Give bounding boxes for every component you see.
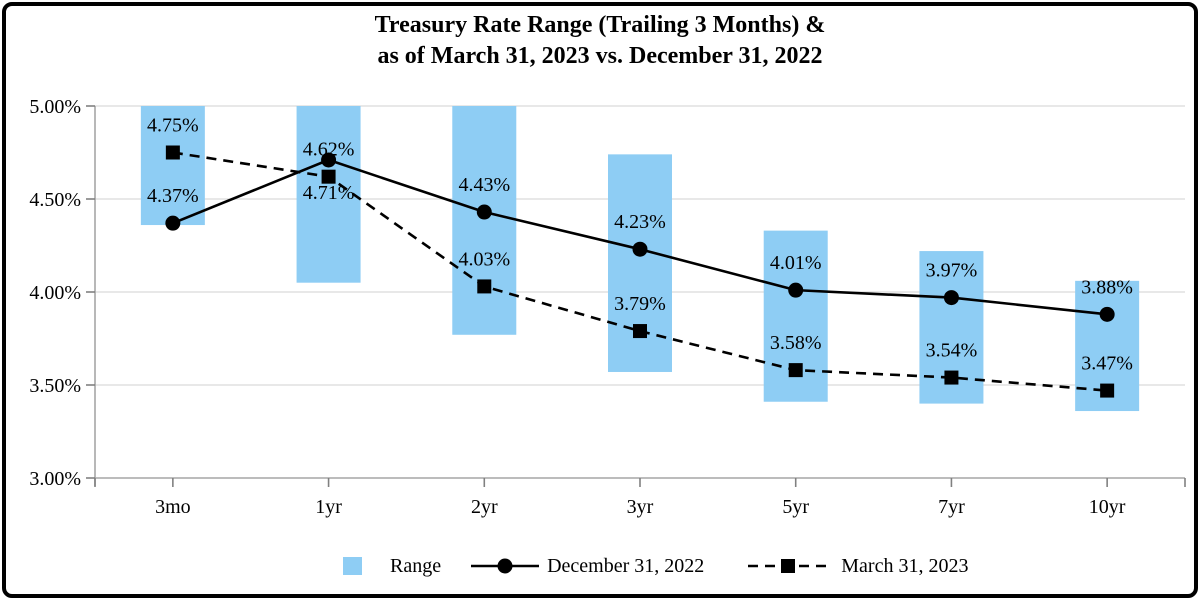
marker-circle-2yr [476, 204, 492, 220]
dashed-line-square-icon [748, 559, 829, 573]
range-bar-3mo [140, 106, 205, 226]
range-bar-3yr [608, 154, 672, 372]
y-tick-label: 3.00% [29, 468, 81, 490]
data-label: 4.01% [770, 252, 822, 274]
marker-circle-7yr [943, 290, 959, 306]
marker-square-3yr [633, 324, 647, 339]
chart-title-line-1: Treasury Rate Range (Trailing 3 Months) … [374, 12, 826, 38]
chart-title: Treasury Rate Range (Trailing 3 Months) … [0, 10, 1200, 72]
marker-square-2yr [477, 279, 492, 294]
x-axis-label-3mo: 3mo [155, 496, 191, 518]
range-swatch-icon [343, 557, 362, 575]
legend-label-december: December 31, 2022 [547, 554, 705, 577]
data-label: 4.71% [303, 182, 355, 204]
legend-item-range: Range [343, 555, 441, 578]
marker-circle-10yr [1099, 306, 1115, 322]
legend-label-march: March 31, 2023 [841, 554, 969, 577]
x-axis-label-3yr: 3yr [627, 496, 654, 518]
marker-square-1yr [321, 169, 336, 184]
marker-square-3mo [165, 145, 180, 160]
legend: Range December 31, 2022 March 31, 2023 [343, 551, 968, 581]
marker-circle-3mo [165, 215, 181, 231]
data-label: 4.23% [614, 211, 666, 233]
y-tick-label: 5.00% [29, 96, 81, 118]
legend-item-march: March 31, 2023 [748, 555, 968, 578]
range-bar-1yr [296, 106, 361, 283]
data-label: 3.54% [926, 340, 978, 362]
data-label: 3.47% [1081, 353, 1133, 375]
data-label: 3.88% [1081, 276, 1133, 298]
data-label: 3.79% [614, 293, 666, 315]
marker-square-10yr [1100, 383, 1115, 398]
data-label: 4.03% [458, 248, 510, 270]
y-tick-label: 3.50% [29, 375, 81, 397]
marker-square-7yr [944, 370, 959, 385]
data-label: 3.97% [926, 260, 978, 282]
y-tick-label: 4.00% [29, 282, 81, 304]
x-axis-label-7yr: 7yr [938, 496, 965, 518]
marker-circle-3yr [632, 241, 648, 257]
marker-circle-1yr [321, 152, 337, 168]
range-bar-2yr [452, 106, 517, 335]
marker-square-5yr [788, 363, 803, 378]
x-axis-label-2yr: 2yr [471, 496, 498, 518]
data-label: 3.58% [770, 332, 822, 354]
legend-item-december: December 31, 2022 [471, 555, 704, 578]
chart-title-line-2: as of March 31, 2023 vs. December 31, 20… [377, 43, 823, 69]
data-label: 4.62% [303, 139, 355, 161]
solid-line-circle-icon [471, 558, 540, 574]
x-axis-label-5yr: 5yr [782, 496, 809, 518]
marker-circle-5yr [788, 282, 804, 298]
data-label: 4.37% [147, 185, 199, 207]
x-axis-label-1yr: 1yr [315, 496, 342, 518]
legend-label-range: Range [390, 554, 442, 577]
data-label: 4.75% [147, 115, 199, 137]
x-axis-label-10yr: 10yr [1089, 496, 1126, 518]
data-label: 4.43% [458, 174, 510, 196]
y-tick-label: 4.50% [29, 189, 81, 211]
